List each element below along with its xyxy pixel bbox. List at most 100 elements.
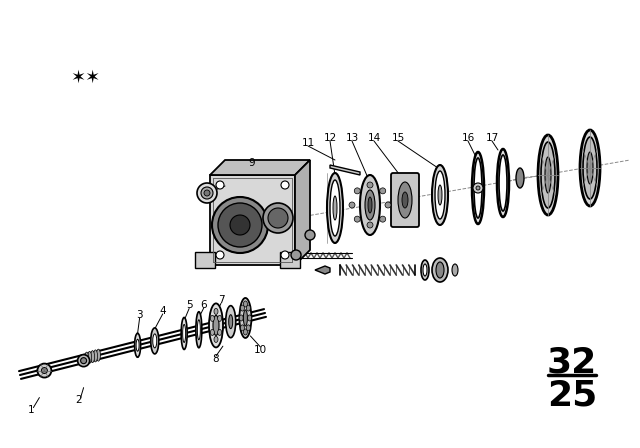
Text: 4: 4	[159, 306, 166, 316]
Ellipse shape	[246, 305, 250, 311]
Ellipse shape	[218, 203, 262, 247]
Text: 2: 2	[76, 395, 82, 405]
Polygon shape	[280, 252, 300, 268]
Ellipse shape	[228, 314, 233, 329]
Text: 8: 8	[212, 354, 220, 364]
Circle shape	[77, 355, 90, 366]
Text: 32: 32	[547, 345, 597, 379]
Ellipse shape	[218, 315, 221, 321]
Text: 5: 5	[186, 301, 193, 310]
Text: 16: 16	[461, 133, 475, 143]
Ellipse shape	[243, 310, 248, 326]
Circle shape	[367, 222, 373, 228]
Ellipse shape	[432, 165, 448, 225]
Circle shape	[81, 358, 86, 364]
Circle shape	[201, 187, 213, 199]
Circle shape	[367, 182, 373, 188]
Ellipse shape	[360, 175, 380, 235]
Text: 6: 6	[200, 300, 207, 310]
Ellipse shape	[213, 315, 219, 336]
Ellipse shape	[246, 325, 250, 331]
Ellipse shape	[241, 325, 244, 331]
Polygon shape	[315, 266, 330, 274]
Circle shape	[37, 364, 51, 378]
Ellipse shape	[230, 215, 250, 235]
Ellipse shape	[438, 185, 442, 205]
Circle shape	[204, 190, 210, 196]
Circle shape	[216, 181, 224, 189]
Ellipse shape	[214, 308, 218, 314]
Ellipse shape	[196, 312, 202, 348]
Ellipse shape	[305, 230, 315, 240]
Ellipse shape	[268, 208, 288, 228]
Text: 11: 11	[301, 138, 315, 148]
Polygon shape	[210, 175, 295, 265]
Ellipse shape	[181, 318, 187, 349]
Text: 14: 14	[367, 133, 381, 143]
Circle shape	[380, 216, 386, 222]
Ellipse shape	[402, 192, 408, 208]
Ellipse shape	[327, 173, 343, 243]
Ellipse shape	[541, 142, 555, 208]
Ellipse shape	[474, 158, 482, 218]
Text: ✶✶: ✶✶	[70, 69, 100, 87]
Ellipse shape	[499, 155, 507, 211]
Circle shape	[355, 188, 360, 194]
Circle shape	[42, 367, 47, 374]
Ellipse shape	[197, 320, 200, 340]
Ellipse shape	[134, 333, 141, 357]
Text: 25: 25	[547, 378, 597, 412]
Polygon shape	[295, 160, 310, 265]
Ellipse shape	[153, 334, 157, 348]
Ellipse shape	[263, 203, 293, 233]
Circle shape	[281, 251, 289, 259]
Circle shape	[476, 186, 480, 190]
Ellipse shape	[398, 182, 412, 218]
Ellipse shape	[243, 301, 248, 307]
Ellipse shape	[421, 260, 429, 280]
Circle shape	[355, 216, 360, 222]
Text: 1: 1	[28, 405, 35, 414]
Ellipse shape	[182, 324, 186, 342]
Ellipse shape	[88, 351, 92, 363]
Ellipse shape	[497, 149, 509, 217]
Ellipse shape	[211, 329, 214, 336]
Ellipse shape	[209, 303, 223, 347]
Ellipse shape	[330, 180, 340, 236]
Ellipse shape	[211, 315, 214, 321]
Ellipse shape	[214, 336, 218, 342]
Ellipse shape	[365, 190, 375, 220]
Ellipse shape	[432, 258, 448, 282]
Ellipse shape	[90, 351, 95, 362]
Ellipse shape	[452, 264, 458, 276]
Ellipse shape	[239, 298, 252, 338]
Ellipse shape	[333, 196, 337, 220]
Text: 13: 13	[346, 133, 358, 143]
Text: 12: 12	[323, 133, 337, 143]
Ellipse shape	[435, 171, 445, 219]
Circle shape	[291, 250, 301, 260]
Ellipse shape	[423, 264, 427, 276]
Ellipse shape	[243, 329, 248, 335]
Ellipse shape	[516, 168, 524, 188]
Circle shape	[197, 183, 217, 203]
Ellipse shape	[545, 157, 551, 193]
Ellipse shape	[580, 130, 600, 206]
Ellipse shape	[93, 350, 97, 362]
Ellipse shape	[436, 262, 444, 278]
Ellipse shape	[368, 197, 372, 213]
Text: 15: 15	[392, 133, 404, 143]
Polygon shape	[210, 160, 310, 175]
Circle shape	[385, 202, 391, 208]
FancyBboxPatch shape	[391, 173, 419, 227]
Circle shape	[216, 251, 224, 259]
Ellipse shape	[97, 349, 100, 361]
Ellipse shape	[151, 328, 159, 354]
Text: 10: 10	[254, 345, 267, 355]
Polygon shape	[195, 252, 215, 268]
Ellipse shape	[84, 352, 88, 364]
Circle shape	[380, 188, 386, 194]
Ellipse shape	[248, 315, 252, 321]
Ellipse shape	[239, 315, 243, 321]
Circle shape	[349, 202, 355, 208]
